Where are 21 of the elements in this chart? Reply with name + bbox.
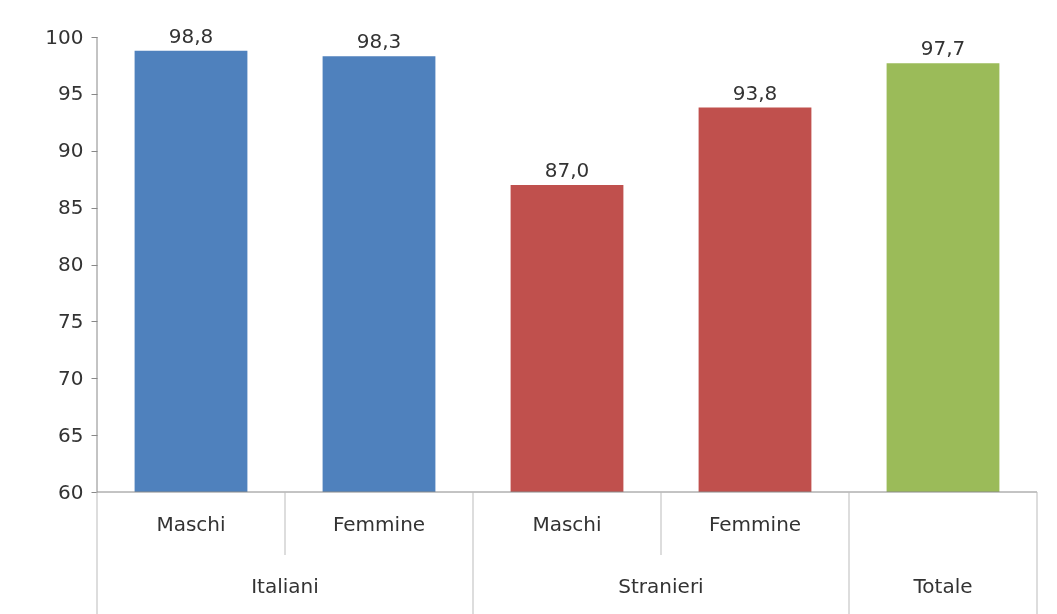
y-tick-label: 75 [58, 308, 84, 333]
x-tick-label: Femmine [332, 512, 426, 536]
y-tick-label: 80 [58, 252, 84, 276]
x-tick-label: Maschi [156, 512, 226, 536]
y-tick-label: 65 [58, 422, 84, 447]
y-tick-label: 90 [58, 138, 84, 163]
data-label: 97,7 [920, 36, 966, 61]
data-label: 87,0 [544, 157, 590, 182]
text: Stranieri [618, 574, 704, 598]
data-label: 98,3 [356, 29, 402, 54]
x-tick-label: Femmine [708, 512, 802, 536]
y-tick-label: 70 [58, 365, 84, 390]
data-label: 98,8 [168, 23, 214, 48]
text: Totale [912, 574, 973, 598]
x-tick-label: Maschi [532, 512, 602, 536]
y-tick-label: 100 [45, 24, 84, 49]
data-label: 93,8 [732, 80, 778, 105]
y-tick-label: 95 [58, 81, 84, 106]
y-tick-label: 85 [58, 195, 84, 220]
text: Italiani [251, 574, 319, 598]
y-tick-label: 60 [58, 479, 84, 504]
